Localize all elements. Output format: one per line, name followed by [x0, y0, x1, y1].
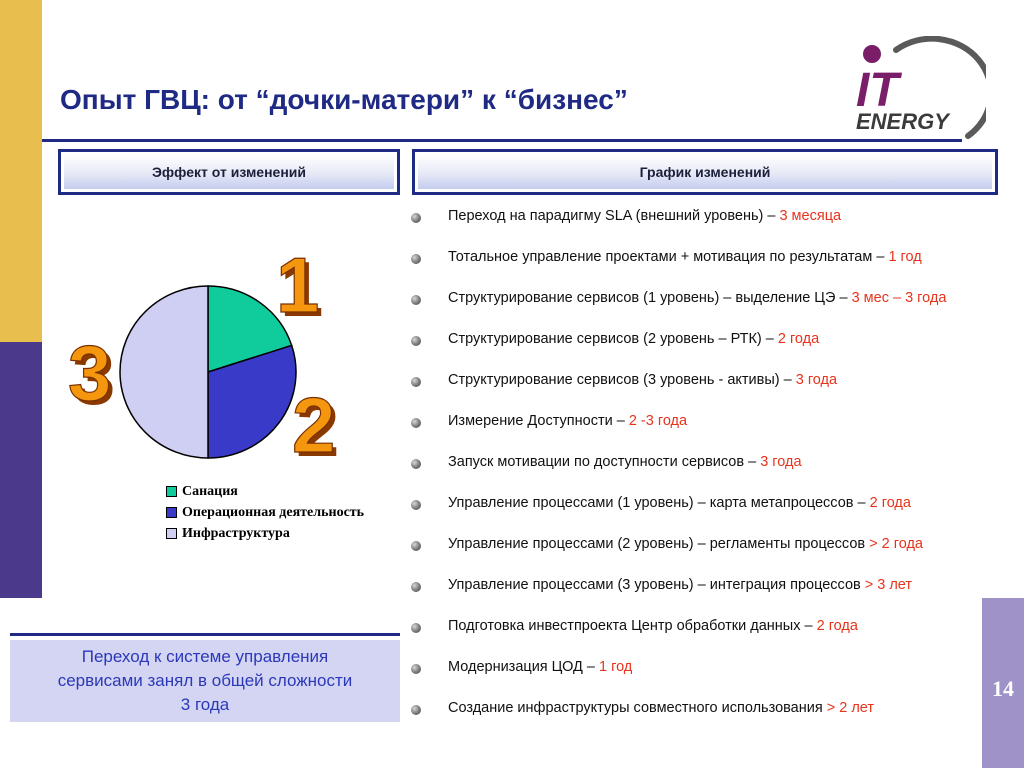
schedule-item-desc: Модернизация ЦОД –	[448, 659, 599, 675]
schedule-item-desc: Управление процессами (2 уровень) – регл…	[448, 536, 870, 552]
summary-line-2: сервисами занял в общей сложности	[57, 671, 353, 690]
schedule-header-label: График изменений	[418, 155, 992, 189]
schedule-item-text: Модернизация ЦОД – 1 год	[448, 659, 1000, 675]
legend-entry: Санация	[166, 481, 364, 502]
bullet-icon	[411, 336, 421, 346]
legend-entry: Операционная деятельность	[166, 502, 364, 523]
bullet-icon	[411, 623, 421, 633]
schedule-item-duration: 3 года	[760, 454, 802, 470]
schedule-item-desc: Создание инфраструктуры совместного испо…	[448, 700, 827, 716]
pie-slice-1	[207, 344, 297, 459]
summary-line-3: 3 года	[180, 695, 230, 714]
schedule-item-desc: Подготовка инвестпроекта Центр обработки…	[448, 618, 817, 634]
logo-line1: IT	[856, 64, 902, 117]
it-energy-logo: IT ENERGY	[856, 36, 986, 139]
schedule-item-desc: Управление процессами (3 уровень) – инте…	[448, 577, 865, 593]
legend-label: Санация	[182, 483, 238, 499]
schedule-item-duration: 3 месяца	[779, 208, 842, 224]
badge-1-shadow: 1	[280, 248, 322, 324]
schedule-item-text: Структурирование сервисов (1 уровень) – …	[448, 290, 1000, 306]
schedule-header: График изменений	[412, 149, 998, 195]
bullet-icon	[411, 295, 421, 305]
legend-swatch	[166, 486, 177, 497]
page-number: 14	[992, 676, 1014, 701]
bullet-icon	[411, 213, 421, 223]
summary-divider	[10, 633, 400, 636]
decor-bar-right	[982, 598, 1024, 768]
effect-header-label: Эффект от изменений	[64, 155, 394, 189]
schedule-item-text: Подготовка инвестпроекта Центр обработки…	[448, 618, 1000, 634]
schedule-item-duration: > 2 лет	[826, 700, 875, 716]
schedule-item-text: Создание инфраструктуры совместного испо…	[448, 700, 1000, 716]
schedule-item-duration: 2 года	[869, 495, 911, 511]
schedule-item-desc: Структурирование сервисов (3 уровень - а…	[448, 372, 796, 388]
pie-slice-0	[207, 285, 293, 374]
badge-2: 2 2	[291, 388, 338, 464]
legend-swatch	[166, 528, 177, 539]
bullet-icon	[411, 664, 421, 674]
legend-swatch	[166, 507, 177, 518]
badge-3: 3 3	[67, 336, 114, 412]
pie-slice-2	[119, 285, 209, 459]
bullet-icon	[411, 705, 421, 715]
schedule-item-duration: 2 года	[816, 618, 858, 634]
bullet-icon	[411, 459, 421, 469]
schedule-item-duration: 3 мес – 3 года	[851, 290, 947, 306]
schedule-item-text: Управление процессами (2 уровень) – регл…	[448, 536, 1000, 552]
page-title: Опыт ГВЦ: от “дочки-матери” к “бизнес”	[60, 84, 628, 115]
bullet-icon	[411, 582, 421, 592]
badge-1-text: 1	[276, 248, 319, 324]
badge-2-shadow: 2	[296, 388, 338, 464]
decor-bar-yellow	[0, 0, 42, 342]
schedule-item-duration: 2 года	[777, 331, 820, 347]
schedule-item-duration: 1 год	[599, 659, 633, 675]
schedule-item-text: Тотальное управление проектами + мотивац…	[448, 249, 1000, 265]
schedule-item-text: Переход на парадигму SLA (внешний уровен…	[448, 208, 1000, 224]
schedule-item-desc: Структурирование сервисов (2 уровень – Р…	[448, 331, 778, 347]
logo-line2: ENERGY	[856, 109, 951, 134]
schedule-item-text: Управление процессами (3 уровень) – инте…	[448, 577, 1000, 593]
schedule-item-text: Измерение Доступности – 2 -3 года	[448, 413, 1000, 429]
schedule-item-duration: > 3 лет	[864, 577, 913, 593]
schedule-item-desc: Измерение Доступности –	[448, 413, 629, 429]
bullet-icon	[411, 418, 421, 428]
bullet-icon	[411, 254, 421, 264]
chart-legend: Санация Операционная деятельность Инфрастр…	[166, 481, 364, 544]
schedule-item-desc: Запуск мотивации по доступности сервисов…	[448, 454, 761, 470]
schedule-item-text: Запуск мотивации по доступности сервисов…	[448, 454, 1000, 470]
legend-entry: Инфраструктура	[166, 523, 364, 544]
schedule-item-duration: 2 -3 года	[628, 413, 688, 429]
bullet-icon	[411, 500, 421, 510]
effect-header: Эффект от изменений	[58, 149, 400, 195]
schedule-item-text: Структурирование сервисов (3 уровень - а…	[448, 372, 1000, 388]
schedule-item-desc: Структурирование сервисов (1 уровень) – …	[448, 290, 852, 306]
badge-3-text: 3	[68, 336, 111, 412]
pie-chart	[119, 285, 297, 459]
schedule-item-desc: Тотальное управление проектами + мотивац…	[448, 249, 889, 265]
schedule-item-text: Управление процессами (1 уровень) – карт…	[448, 495, 1000, 511]
badge-3-shadow: 3	[72, 336, 114, 412]
decor-bar-purple	[0, 342, 42, 598]
bullet-icon	[411, 377, 421, 387]
schedule-item-text: Структурирование сервисов (2 уровень – Р…	[448, 331, 1000, 347]
legend-label: Операционная деятельность	[182, 504, 365, 520]
legend-label: Инфраструктура	[182, 525, 290, 541]
title-divider	[42, 139, 962, 142]
schedule-item-duration: 1 год	[888, 249, 922, 265]
badge-1: 1 1	[275, 248, 322, 324]
schedule-item-desc: Управление процессами (1 уровень) – карт…	[448, 495, 870, 511]
schedule-item-desc: Переход на парадигму SLA (внешний уровен…	[448, 208, 780, 224]
summary-line-1: Переход к системе управления	[81, 647, 329, 666]
schedule-item-duration: > 2 года	[869, 536, 923, 552]
bullet-icon	[411, 541, 421, 551]
schedule-item-duration: 3 года	[795, 372, 838, 388]
badge-2-text: 2	[292, 388, 335, 464]
summary-box: Переход к системе управления сервисами з…	[10, 640, 400, 722]
